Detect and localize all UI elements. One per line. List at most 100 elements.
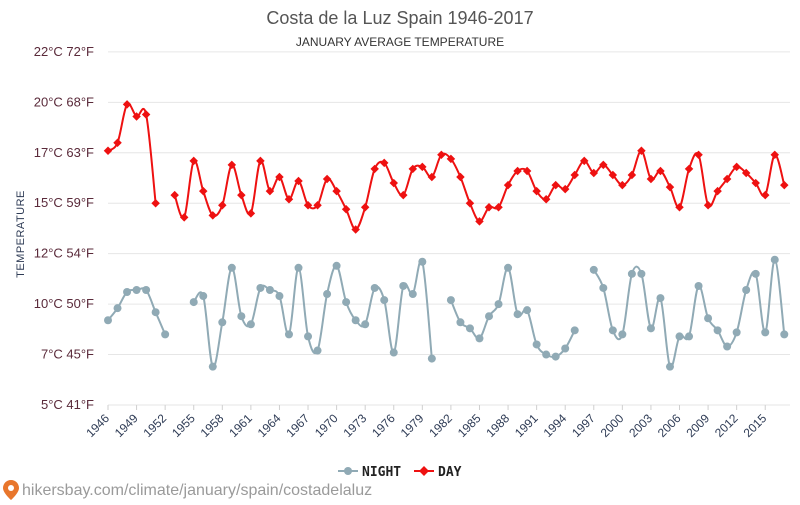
- data-point-night[interactable]: [675, 332, 684, 341]
- data-point-day[interactable]: [360, 203, 370, 212]
- data-point-day[interactable]: [484, 203, 494, 212]
- data-point-day[interactable]: [227, 160, 237, 170]
- data-point-night[interactable]: [665, 362, 674, 371]
- data-point-day[interactable]: [103, 146, 113, 156]
- data-point-day[interactable]: [522, 166, 532, 176]
- data-point-day[interactable]: [275, 172, 284, 182]
- data-point-night[interactable]: [770, 255, 779, 264]
- data-point-day[interactable]: [503, 180, 513, 190]
- data-point-day[interactable]: [199, 186, 208, 196]
- data-point-day[interactable]: [427, 172, 437, 182]
- data-point-night[interactable]: [380, 296, 389, 305]
- data-point-night[interactable]: [742, 285, 751, 294]
- data-point-night[interactable]: [485, 312, 494, 321]
- data-point-day[interactable]: [494, 203, 503, 212]
- data-point-night[interactable]: [313, 346, 322, 355]
- data-point-night[interactable]: [427, 354, 436, 363]
- data-point-night[interactable]: [465, 324, 474, 333]
- data-point-night[interactable]: [294, 263, 303, 272]
- data-point-day[interactable]: [141, 110, 151, 119]
- data-point-night[interactable]: [685, 332, 694, 341]
- data-point-night[interactable]: [418, 257, 427, 266]
- data-point-night[interactable]: [656, 294, 665, 303]
- data-point-night[interactable]: [189, 298, 198, 307]
- data-point-day[interactable]: [437, 150, 446, 160]
- data-point-day[interactable]: [332, 186, 341, 196]
- data-point-day[interactable]: [456, 172, 465, 182]
- data-point-night[interactable]: [246, 320, 255, 329]
- data-point-night[interactable]: [494, 300, 503, 309]
- data-point-night[interactable]: [256, 283, 265, 292]
- data-point-day[interactable]: [627, 170, 637, 180]
- data-point-night[interactable]: [551, 352, 560, 361]
- data-point-night[interactable]: [399, 281, 408, 290]
- data-point-night[interactable]: [199, 292, 208, 301]
- data-point-night[interactable]: [265, 285, 274, 294]
- data-point-day[interactable]: [780, 180, 789, 190]
- data-point-night[interactable]: [113, 304, 122, 313]
- data-point-day[interactable]: [237, 190, 246, 200]
- data-point-night[interactable]: [751, 269, 760, 278]
- data-point-night[interactable]: [323, 290, 332, 299]
- data-point-day[interactable]: [408, 164, 418, 174]
- data-point-night[interactable]: [275, 292, 284, 301]
- data-point-night[interactable]: [646, 324, 655, 333]
- data-point-day[interactable]: [179, 213, 189, 222]
- data-point-night[interactable]: [446, 296, 455, 305]
- legend[interactable]: NIGHT DAY: [338, 465, 462, 480]
- data-point-night[interactable]: [161, 330, 170, 339]
- data-point-night[interactable]: [332, 261, 341, 270]
- watermark[interactable]: hikersbay.com/climate/january/spain/cost…: [3, 480, 372, 500]
- data-point-day[interactable]: [389, 178, 398, 188]
- data-point-night[interactable]: [104, 316, 112, 325]
- data-point-day[interactable]: [399, 190, 408, 200]
- data-point-day[interactable]: [246, 209, 256, 218]
- data-point-day[interactable]: [370, 164, 379, 174]
- data-point-night[interactable]: [227, 263, 236, 272]
- data-point-day[interactable]: [475, 217, 484, 226]
- data-point-night[interactable]: [389, 348, 398, 357]
- data-point-day[interactable]: [256, 156, 265, 166]
- data-point-day[interactable]: [170, 190, 179, 200]
- data-point-day[interactable]: [208, 211, 218, 220]
- data-point-night[interactable]: [208, 362, 217, 371]
- data-point-day[interactable]: [265, 186, 275, 196]
- data-point-night[interactable]: [704, 314, 713, 323]
- data-point-night[interactable]: [570, 326, 579, 335]
- legend-item-day[interactable]: DAY: [414, 465, 462, 480]
- data-point-day[interactable]: [694, 150, 703, 160]
- data-point-night[interactable]: [151, 308, 160, 317]
- data-point-night[interactable]: [713, 326, 722, 335]
- data-point-night[interactable]: [618, 330, 627, 339]
- data-point-night[interactable]: [523, 306, 532, 315]
- data-point-day[interactable]: [151, 198, 160, 208]
- data-point-night[interactable]: [513, 310, 522, 319]
- data-point-night[interactable]: [132, 285, 141, 294]
- data-point-night[interactable]: [370, 283, 379, 292]
- data-point-night[interactable]: [694, 281, 703, 290]
- data-point-day[interactable]: [122, 100, 132, 109]
- data-point-night[interactable]: [351, 316, 360, 325]
- data-point-night[interactable]: [123, 288, 132, 297]
- data-point-day[interactable]: [465, 198, 475, 208]
- data-point-night[interactable]: [361, 320, 370, 329]
- data-point-night[interactable]: [284, 330, 293, 339]
- data-point-night[interactable]: [504, 263, 513, 272]
- data-point-night[interactable]: [723, 342, 732, 351]
- data-point-night[interactable]: [589, 265, 598, 274]
- data-point-day[interactable]: [341, 205, 351, 214]
- data-point-day[interactable]: [760, 190, 770, 200]
- data-point-night[interactable]: [408, 290, 417, 299]
- data-point-night[interactable]: [599, 283, 608, 292]
- data-point-night[interactable]: [342, 298, 351, 307]
- data-point-night[interactable]: [637, 269, 646, 278]
- data-point-day[interactable]: [132, 112, 141, 121]
- data-point-day[interactable]: [684, 164, 694, 174]
- data-point-day[interactable]: [294, 176, 303, 186]
- data-point-night[interactable]: [142, 285, 151, 294]
- data-point-day[interactable]: [418, 162, 427, 172]
- data-point-day[interactable]: [446, 154, 456, 164]
- data-point-day[interactable]: [351, 225, 360, 234]
- data-point-night[interactable]: [456, 318, 465, 327]
- data-point-day[interactable]: [665, 182, 675, 192]
